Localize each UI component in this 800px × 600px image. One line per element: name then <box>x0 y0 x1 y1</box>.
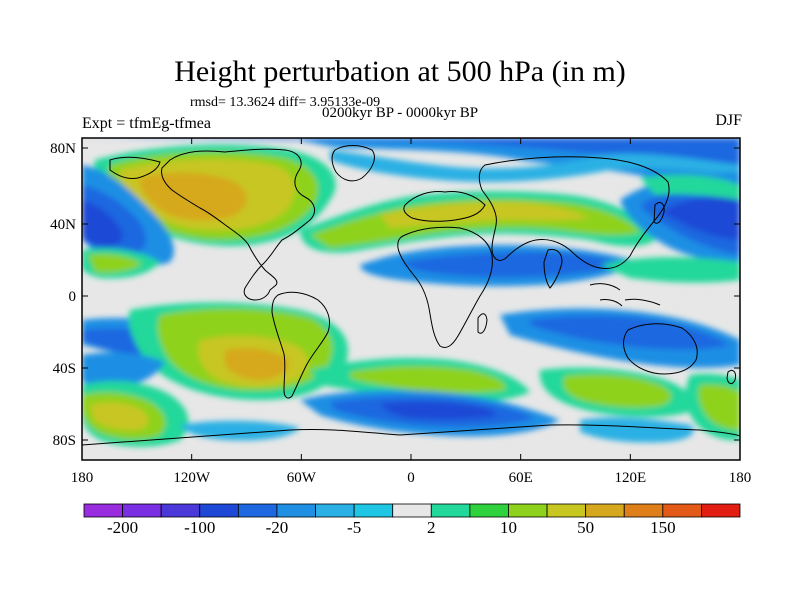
rmsd-diff-stats: rmsd= 13.3624 diff= 3.95133e-09 <box>190 95 381 110</box>
colorbar-label: 2 <box>427 518 436 537</box>
lon-tick-label: 180 <box>71 470 94 486</box>
colorbar-swatch <box>469 503 509 518</box>
lon-tick-label: 120E <box>614 470 646 486</box>
colorbar-label: -100 <box>184 518 215 537</box>
colorbar-label: -20 <box>266 518 289 537</box>
colorbar-label: -200 <box>107 518 138 537</box>
season-label: DJF <box>715 112 742 129</box>
lon-tick-label: 180 <box>729 470 752 486</box>
colorbar-label: 10 <box>500 518 517 537</box>
colorbar-swatch <box>276 503 316 518</box>
colorbar-swatch <box>701 503 741 518</box>
experiment-label: Expt = tfmEg-tfmea <box>82 115 211 132</box>
contour-field <box>82 138 740 460</box>
lat-tick-label: 40N <box>50 217 76 233</box>
colorbar-swatch <box>508 503 548 518</box>
colorbar-swatch <box>430 503 471 518</box>
colorbar-swatch <box>237 503 278 518</box>
latitude-axis: 80N 40N 0 40S 80S <box>50 141 740 449</box>
colorbar-swatch <box>353 503 394 518</box>
colorbar-swatch <box>662 503 702 518</box>
colorbar-label: 50 <box>577 518 594 537</box>
colorbar-swatch <box>83 503 123 518</box>
lat-tick-label: 80S <box>53 433 76 449</box>
lon-tick-label: 60E <box>509 470 533 486</box>
colorbar-swatch <box>160 503 201 518</box>
coastlines <box>82 145 740 446</box>
lon-tick-label: 120W <box>173 470 211 486</box>
lat-tick-label: 40S <box>53 361 76 377</box>
colorbar-swatch <box>199 503 239 518</box>
colorbar-label: -5 <box>347 518 361 537</box>
colorbar-label: 150 <box>650 518 676 537</box>
colorbar-swatch <box>315 503 355 518</box>
lon-tick-label: 0 <box>407 470 415 486</box>
lon-tick-label: 60W <box>287 470 317 486</box>
colorbar-swatch <box>392 503 432 518</box>
colorbar <box>83 503 741 518</box>
colorbar-swatch <box>546 503 587 518</box>
colorbar-swatch <box>585 503 625 518</box>
period-label: 0200kyr BP - 0000kyr BP <box>322 105 479 121</box>
colorbar-swatch <box>623 503 664 518</box>
lat-tick-label: 0 <box>69 289 77 305</box>
lat-tick-label: 80N <box>50 141 76 157</box>
map-title: Height perturbation at 500 hPa (in m) <box>174 55 626 88</box>
colorbar-swatch <box>122 503 162 518</box>
longitude-axis: 180 120W 60W 0 60E 120E 180 <box>71 138 752 486</box>
colorbar-labels: -200 -100 -20 -5 2 10 50 150 <box>107 518 676 537</box>
